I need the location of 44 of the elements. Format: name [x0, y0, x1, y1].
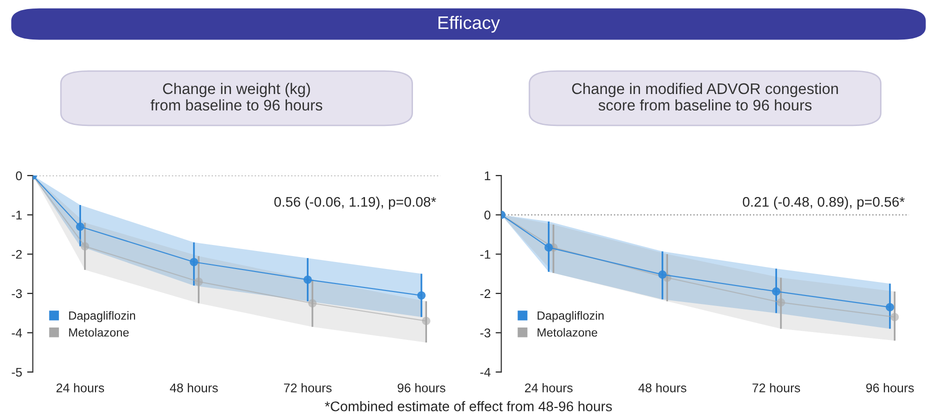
legend-label: Dapagliflozin [538, 311, 604, 322]
x-tick-label: 24 hours [56, 383, 104, 392]
point [658, 270, 667, 279]
y-tick-label: -3 [12, 289, 22, 298]
point [417, 291, 426, 300]
point [190, 258, 198, 266]
x-tick-label: 96 hours [398, 383, 446, 392]
point [772, 287, 780, 296]
y-tick-label: 0 [16, 171, 22, 180]
point [308, 299, 317, 308]
x-tick-label: 48 hours [638, 383, 686, 392]
point [776, 298, 786, 307]
legend-label: Dapagliflozin [69, 311, 136, 322]
point [422, 316, 430, 326]
point [886, 303, 894, 312]
point [304, 276, 312, 284]
x-tick-label: 24 hours [525, 383, 573, 392]
y-tick-label: -2 [480, 289, 490, 298]
y-tick-label: -1 [480, 250, 490, 259]
y-tick-label: 1 [484, 171, 490, 180]
x-tick-label: 72 hours [284, 383, 332, 392]
point [80, 242, 90, 250]
x-tick-label: 96 hours [866, 383, 914, 392]
chart-title: Change in weight (kg) from baseline to 96 hours [150, 82, 322, 111]
x-tick-label: 48 hours [170, 383, 218, 392]
point [544, 243, 553, 252]
point [194, 277, 203, 286]
y-tick-label: -2 [12, 250, 22, 259]
y-tick-label: -4 [480, 368, 491, 377]
point [890, 312, 899, 322]
legend-label: Metolazone [538, 328, 598, 337]
y-tick-label: -4 [12, 328, 22, 338]
text: *Combined estimate of effect from 48-96 hours [324, 401, 612, 412]
x-tick-label: 72 hours [752, 383, 800, 392]
annotation: 0.21 (-0.48, 0.89), p=0.56* [742, 196, 905, 210]
legend-label: Metolazone [69, 328, 129, 337]
chart-title: Change in modified ADVOR congestion score from baseline to 96 hours [572, 82, 838, 111]
point [76, 222, 84, 231]
annotation: 0.56 (-0.06, 1.19), p=0.08* [274, 196, 436, 210]
y-tick-label: 0 [484, 210, 490, 220]
text: Efficacy [438, 16, 500, 33]
y-tick-label: -3 [480, 328, 490, 338]
y-tick-label: -1 [12, 210, 22, 220]
y-tick-label: -5 [12, 368, 22, 377]
